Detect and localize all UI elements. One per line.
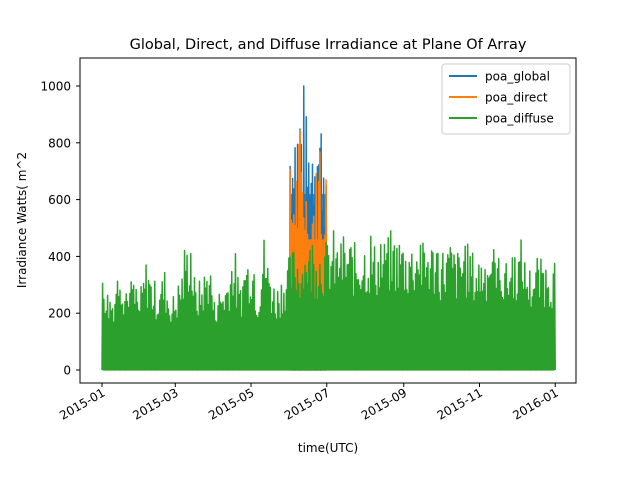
y-axis-label: Irradiance Watts( m^2	[15, 152, 29, 288]
plot-series	[101, 85, 556, 371]
y-tick-label: 800	[48, 136, 71, 150]
y-tick-label: 1000	[40, 80, 71, 94]
legend-label-poa_diffuse: poa_diffuse	[485, 112, 554, 126]
legend-frame	[441, 63, 571, 135]
chart-title: Global, Direct, and Diffuse Irradiance a…	[130, 37, 527, 53]
legend-label-poa_global: poa_global	[485, 70, 550, 84]
y-tick-label: 600	[48, 193, 71, 207]
legend-label-poa_direct: poa_direct	[485, 91, 548, 105]
plot-frame	[79, 57, 577, 384]
series-band-poa_diffuse	[102, 321, 556, 370]
y-axis: 0 200 400 600 800 1000	[40, 80, 80, 378]
legend: poa_global poa_direct poa_diffuse	[441, 63, 571, 135]
x-axis-label: time(UTC)	[298, 441, 358, 455]
y-tick-label: 0	[63, 364, 71, 378]
y-tick-label: 200	[48, 307, 71, 321]
y-tick-label: 400	[48, 250, 71, 264]
